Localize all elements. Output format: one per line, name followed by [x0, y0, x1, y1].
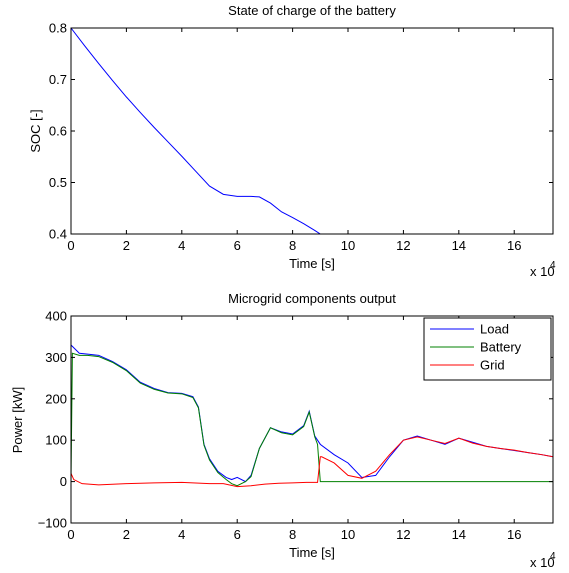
microgrid-chart: Microgrid components output 0 2 4 6 8 10 12 14 1… [10, 291, 556, 570]
microgrid-chart-lines [70, 344, 554, 488]
soc-chart-title: State of charge of the battery [228, 3, 396, 18]
soc-chart-xtick-label: 8 [289, 238, 296, 253]
microgrid-chart-line-battery [70, 352, 553, 487]
soc-chart-xtick-label: 0 [67, 238, 74, 253]
soc-chart-lines [70, 27, 553, 235]
soc-chart-ticks: 0 2 4 6 8 10 12 14 16 0.4 0.5 0.6 0.7 0.8 [49, 21, 553, 253]
microgrid-chart-xtick-label: 16 [507, 527, 521, 542]
microgrid-chart-ylabel: Power [kW] [10, 387, 25, 453]
microgrid-chart-xlabel: Time [s] [289, 545, 335, 560]
microgrid-chart-xtick-label: 0 [67, 527, 74, 542]
soc-chart-xtick-label: 16 [507, 238, 521, 253]
legend-label-load: Load [480, 322, 509, 337]
soc-chart-xtick-label: 12 [396, 238, 410, 253]
microgrid-chart-ytick-label: 0 [60, 474, 67, 489]
soc-chart-ytick-label: 0.5 [49, 175, 67, 190]
microgrid-chart-ytick-label: 200 [45, 391, 67, 406]
microgrid-chart-title: Microgrid components output [228, 291, 396, 306]
microgrid-chart-axes [70, 315, 554, 524]
legend-box [423, 317, 552, 381]
soc-chart-ytick-label: 0.6 [49, 124, 67, 139]
soc-chart-axes [70, 27, 554, 235]
microgrid-chart-ytick-label: 400 [45, 309, 67, 324]
soc-chart-ylabel: SOC [-] [28, 109, 43, 152]
microgrid-chart-xtick-label: 4 [178, 527, 185, 542]
soc-chart-x-exponent: x 10 4 [530, 260, 556, 279]
soc-chart-x-exponent-power: 4 [550, 260, 556, 271]
microgrid-chart-xtick-label: 6 [234, 527, 241, 542]
microgrid-chart-ytick-label: 300 [45, 350, 67, 365]
microgrid-chart-x-exponent: x 10 4 [530, 551, 556, 570]
legend: Load Battery Grid [423, 317, 552, 381]
soc-chart-xtick-label: 4 [178, 238, 185, 253]
soc-chart-ytick-label: 0.4 [49, 227, 67, 242]
soc-chart: State of charge of the battery 0 2 4 6 8 10 12… [28, 3, 556, 279]
soc-chart-xtick-label: 6 [234, 238, 241, 253]
soc-chart-ytick-label: 0.8 [49, 21, 67, 36]
soc-chart-ytick-label: 0.7 [49, 72, 67, 87]
microgrid-chart-x-exponent-base: x 10 [530, 555, 555, 570]
microgrid-chart-xtick-label: 10 [341, 527, 355, 542]
soc-chart-xtick-label: 2 [123, 238, 130, 253]
soc-chart-xtick-label: 10 [341, 238, 355, 253]
microgrid-chart-line-grid [70, 436, 554, 488]
soc-chart-x-exponent-base: x 10 [530, 264, 555, 279]
microgrid-chart-ytick-label: 100 [45, 433, 67, 448]
microgrid-chart-xtick-label: 12 [396, 527, 410, 542]
microgrid-chart-xtick-label: 8 [289, 527, 296, 542]
soc-chart-xlabel: Time [s] [289, 256, 335, 271]
soc-chart-line-series-0 [70, 27, 553, 235]
soc-chart-xtick-label: 14 [452, 238, 466, 253]
legend-label-battery: Battery [480, 340, 522, 355]
microgrid-chart-xtick-label: 14 [452, 527, 466, 542]
microgrid-chart-ytick-label: −100 [38, 516, 67, 531]
microgrid-chart-x-exponent-power: 4 [550, 551, 556, 562]
microgrid-chart-xtick-label: 2 [123, 527, 130, 542]
legend-label-grid: Grid [480, 358, 505, 373]
